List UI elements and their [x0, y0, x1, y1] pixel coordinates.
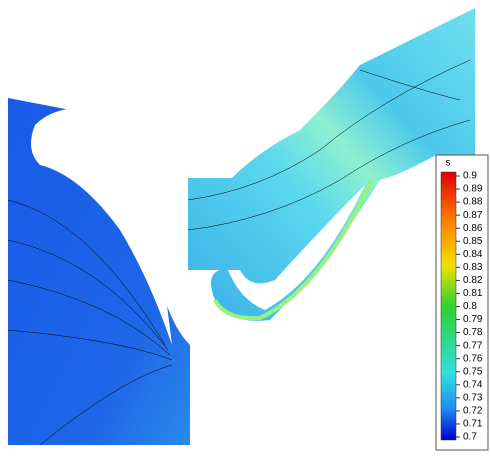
tick-label: 0.74 [463, 379, 483, 390]
tick-label: 0.87 [463, 210, 483, 221]
tick-label: 0.88 [463, 197, 483, 208]
colorbar-ticks: 0.9 0.89 0.88 0.87 0.86 0.85 0.84 0.83 0.82 0.81 0… [456, 171, 483, 443]
tick-label: 0.77 [463, 340, 483, 351]
blade-right-edge [213, 179, 374, 321]
tick-label: 0.86 [463, 223, 483, 234]
tick-label: 0.72 [463, 406, 483, 417]
tick-label: 0.73 [463, 392, 483, 403]
tick-label: 0.82 [463, 275, 483, 286]
tick-label: 0.7 [463, 432, 477, 443]
tick-label: 0.81 [463, 288, 483, 299]
tick-label: 0.83 [463, 262, 483, 273]
tick-label: 0.78 [463, 327, 483, 338]
tick-label: 0.84 [463, 249, 483, 260]
blade-left [31, 108, 172, 345]
tick-label: 0.71 [463, 419, 483, 430]
colorbar-title: s [446, 158, 451, 169]
tick-label: 0.79 [463, 314, 483, 325]
tick-label: 0.8 [463, 301, 477, 312]
flow-field-right [188, 8, 475, 321]
tick-label: 0.89 [463, 184, 483, 195]
blade-right [228, 185, 365, 310]
contour-lines [7, 199, 173, 446]
tick-label: 0.85 [463, 236, 483, 247]
tick-label: 0.76 [463, 353, 483, 364]
contour-lines-right [187, 59, 471, 231]
colorbar-gradient [440, 171, 457, 441]
tick-label: 0.75 [463, 366, 483, 377]
tick-label: 0.9 [463, 171, 477, 182]
